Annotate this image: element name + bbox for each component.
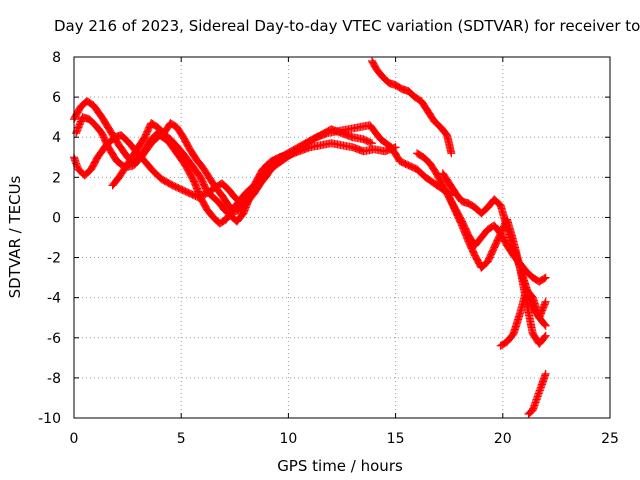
data-point	[368, 139, 377, 148]
data-point	[447, 149, 456, 158]
y-tick-label: 0	[52, 210, 61, 226]
series-track-4	[108, 119, 297, 216]
x-tick-label: 15	[387, 431, 405, 447]
y-tick-label: -6	[47, 331, 61, 347]
y-tick-label: 8	[52, 50, 61, 66]
series-track-8	[445, 193, 550, 348]
data-point	[541, 297, 550, 306]
y-tick-label: -8	[47, 371, 61, 387]
plot-frame	[73, 56, 611, 419]
data-point	[540, 320, 549, 329]
series-track-9	[496, 285, 550, 350]
axis-ticks: 0 5 10 15 20 25 -10 -8 -6 -4 -2 0 2 4 6 8	[38, 50, 619, 447]
x-tick-label: 0	[70, 431, 79, 447]
chart-title: Day 216 of 2023, Sidereal Day-to-day VTE…	[54, 17, 640, 35]
data-series	[70, 57, 550, 418]
x-axis-label: GPS time / hours	[277, 457, 403, 475]
x-tick-label: 25	[601, 431, 619, 447]
data-point	[541, 273, 550, 282]
y-tick-label: -10	[38, 411, 61, 427]
x-tick-label: 20	[494, 431, 512, 447]
data-point	[540, 274, 549, 283]
y-tick-label: 6	[52, 90, 61, 106]
y-tick-label: 2	[52, 170, 61, 186]
grid-lines	[74, 57, 610, 418]
data-point	[541, 321, 550, 330]
y-tick-label: 4	[52, 130, 61, 146]
x-tick-label: 10	[279, 431, 297, 447]
series-track-10	[524, 369, 550, 418]
data-point	[541, 331, 550, 340]
data-point	[366, 138, 375, 147]
x-tick-label: 5	[177, 431, 186, 447]
y-axis-label: SDTVAR / TECUs	[6, 175, 24, 298]
y-tick-label: -2	[47, 251, 61, 267]
series-track-5	[368, 57, 456, 158]
data-point	[541, 369, 550, 378]
data-point	[540, 332, 549, 341]
y-tick-label: -4	[47, 291, 61, 307]
data-point	[288, 149, 297, 158]
